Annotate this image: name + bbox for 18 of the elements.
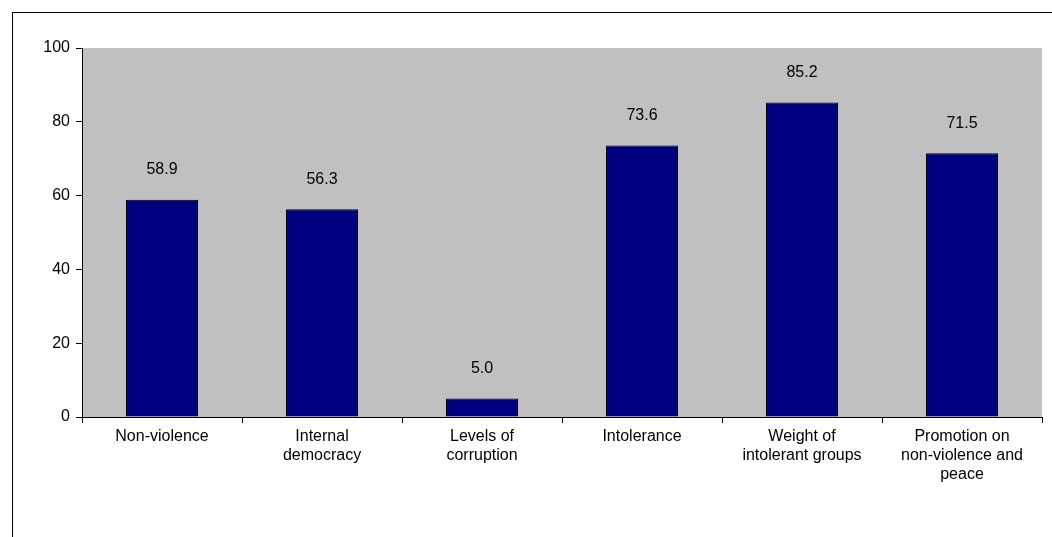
data-label: 85.2 [786,63,818,81]
data-label: 73.6 [626,105,658,123]
y-tick-label: 20 [52,333,71,351]
y-tick-label: 40 [52,259,71,277]
data-label: 5.0 [470,358,494,376]
data-label: 56.3 [306,169,338,187]
data-label: 71.5 [946,113,978,131]
y-tick-label: 100 [43,38,71,56]
x-tick-label: Weight of intolerant groups [742,427,862,464]
x-tick-label: Promotion on non-violence and peace [901,427,1023,483]
x-tick-label: Intolerance [602,427,682,445]
x-tick-label: Internal democracy [282,427,362,464]
y-tick-label: 80 [52,112,71,130]
y-tick-label: 0 [61,407,71,425]
y-tick-label: 60 [52,186,71,204]
x-tick-label: Non-violence [115,427,209,445]
data-label: 58.9 [146,160,178,178]
x-tick-label: Levels of corruption [446,427,518,464]
